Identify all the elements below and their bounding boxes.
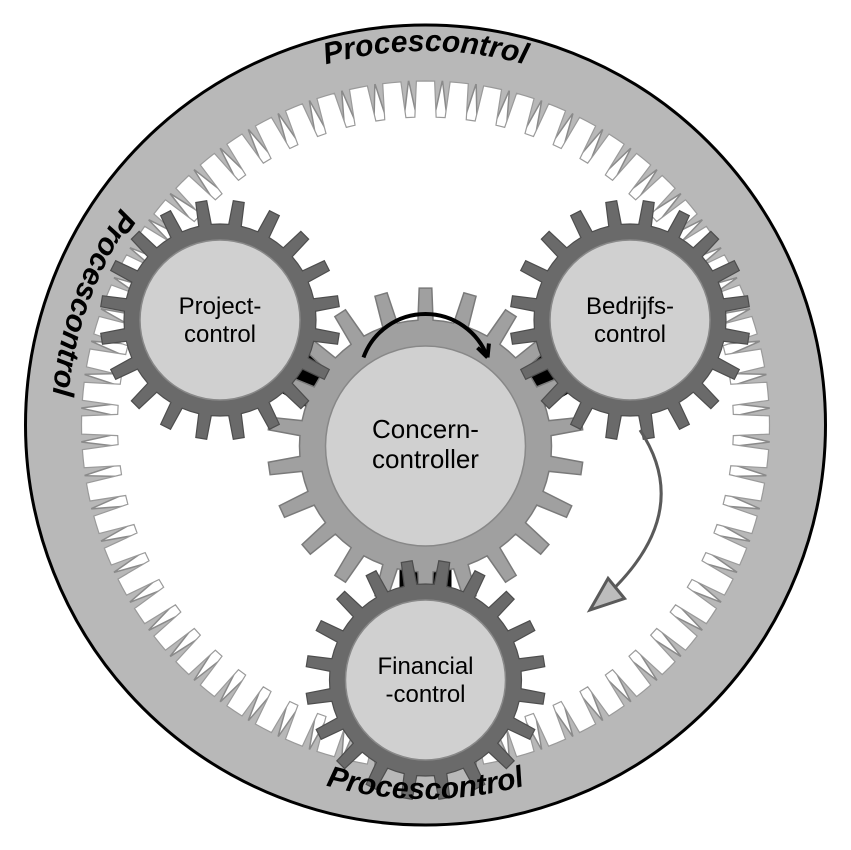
- diagram-stage: Concern-controllerProject-controlBedrijf…: [0, 0, 851, 850]
- gear-diagram: Concern-controllerProject-controlBedrijf…: [0, 0, 851, 850]
- satellite-label-project-line2: control: [184, 321, 256, 348]
- satellite-label-project-line1: Project-: [179, 293, 262, 320]
- satellite-hub-project: [140, 240, 300, 400]
- satellite-label-bedrijfs: Bedrijfs-control: [586, 293, 674, 348]
- satellite-label-bedrijfs-line2: control: [594, 321, 666, 348]
- satellite-label-financial: Financial-control: [377, 653, 473, 708]
- satellite-label-financial-line1: Financial: [377, 653, 473, 680]
- satellite-label-bedrijfs-line1: Bedrijfs-: [586, 293, 674, 320]
- satellite-label-project: Project-control: [179, 293, 262, 348]
- satellite-hub-bedrijfs: [550, 240, 710, 400]
- satellite-hub-financial: [346, 600, 506, 760]
- center-gear-label: Concern-controller: [372, 414, 479, 474]
- satellite-label-financial-line2: -control: [385, 681, 465, 708]
- center-gear-label-line2: controller: [372, 444, 479, 474]
- center-gear-label-line1: Concern-: [372, 414, 479, 444]
